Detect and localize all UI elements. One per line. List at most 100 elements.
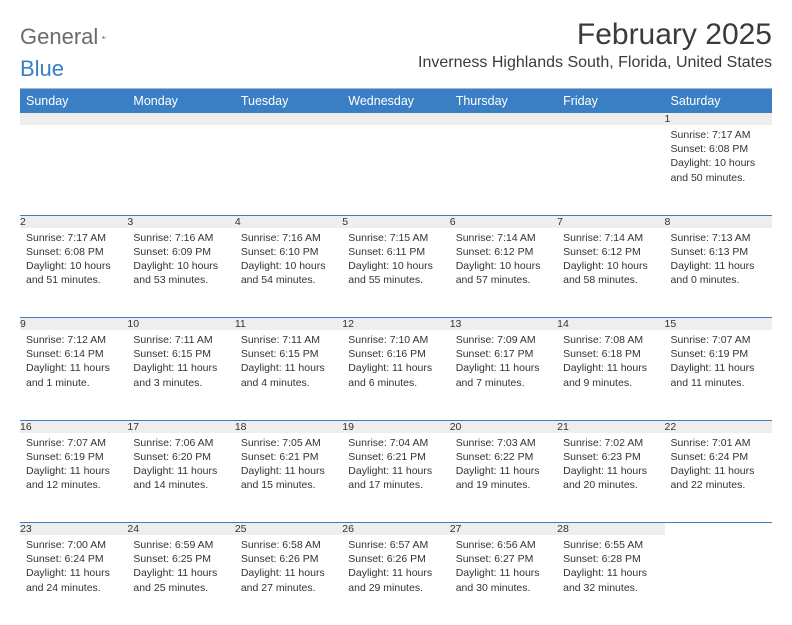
day-content: Sunrise: 7:06 AMSunset: 6:20 PMDaylight:… [127,433,234,499]
sunset-text: Sunset: 6:26 PM [348,552,443,566]
sail-icon [102,28,106,46]
sunrise-text: Sunrise: 7:04 AM [348,436,443,450]
daylight-text: Daylight: 11 hours and 17 minutes. [348,464,443,492]
sunset-text: Sunset: 6:27 PM [456,552,551,566]
sunset-text: Sunset: 6:09 PM [133,245,228,259]
sunrise-text: Sunrise: 7:01 AM [671,436,766,450]
day-cell: Sunrise: 7:10 AMSunset: 6:16 PMDaylight:… [342,330,449,420]
day-content: Sunrise: 7:14 AMSunset: 6:12 PMDaylight:… [557,228,664,294]
day-number: 22 [665,420,772,433]
day-content: Sunrise: 7:16 AMSunset: 6:09 PMDaylight:… [127,228,234,294]
day-number: 17 [127,420,234,433]
day-content: Sunrise: 6:56 AMSunset: 6:27 PMDaylight:… [450,535,557,601]
daylight-text: Daylight: 11 hours and 20 minutes. [563,464,658,492]
sunrise-text: Sunrise: 6:57 AM [348,538,443,552]
daylight-text: Daylight: 11 hours and 12 minutes. [26,464,121,492]
empty-cell [127,113,234,125]
sunset-text: Sunset: 6:28 PM [563,552,658,566]
sunset-text: Sunset: 6:19 PM [671,347,766,361]
daylight-text: Daylight: 11 hours and 30 minutes. [456,566,551,594]
calendar-table: SundayMondayTuesdayWednesdayThursdayFrid… [20,89,772,625]
day-number: 10 [127,318,234,331]
day-content: Sunrise: 6:57 AMSunset: 6:26 PMDaylight:… [342,535,449,601]
day-header: Tuesday [235,89,342,113]
calendar-page: General February 2025 Inverness Highland… [0,0,792,625]
daylight-text: Daylight: 10 hours and 51 minutes. [26,259,121,287]
sunrise-text: Sunrise: 7:02 AM [563,436,658,450]
sunset-text: Sunset: 6:19 PM [26,450,121,464]
day-number: 2 [20,215,127,228]
week-number-row: 9101112131415 [20,318,772,331]
daylight-text: Daylight: 10 hours and 57 minutes. [456,259,551,287]
day-number: 13 [450,318,557,331]
day-content: Sunrise: 7:14 AMSunset: 6:12 PMDaylight:… [450,228,557,294]
day-content: Sunrise: 7:10 AMSunset: 6:16 PMDaylight:… [342,330,449,396]
sunrise-text: Sunrise: 7:06 AM [133,436,228,450]
day-number: 15 [665,318,772,331]
day-cell: Sunrise: 7:16 AMSunset: 6:10 PMDaylight:… [235,228,342,318]
day-cell: Sunrise: 7:04 AMSunset: 6:21 PMDaylight:… [342,433,449,523]
day-cell: Sunrise: 7:16 AMSunset: 6:09 PMDaylight:… [127,228,234,318]
week-content-row: Sunrise: 7:07 AMSunset: 6:19 PMDaylight:… [20,433,772,523]
day-cell: Sunrise: 7:08 AMSunset: 6:18 PMDaylight:… [557,330,664,420]
sunset-text: Sunset: 6:12 PM [456,245,551,259]
sunset-text: Sunset: 6:15 PM [241,347,336,361]
sunrise-text: Sunrise: 7:14 AM [563,231,658,245]
day-content: Sunrise: 7:05 AMSunset: 6:21 PMDaylight:… [235,433,342,499]
day-cell: Sunrise: 7:13 AMSunset: 6:13 PMDaylight:… [665,228,772,318]
day-header: Friday [557,89,664,113]
sunset-text: Sunset: 6:18 PM [563,347,658,361]
sunrise-text: Sunrise: 7:17 AM [671,128,766,142]
sunrise-text: Sunrise: 7:11 AM [133,333,228,347]
daylight-text: Daylight: 11 hours and 6 minutes. [348,361,443,389]
day-cell: Sunrise: 7:17 AMSunset: 6:08 PMDaylight:… [20,228,127,318]
daylight-text: Daylight: 10 hours and 55 minutes. [348,259,443,287]
day-cell: Sunrise: 7:14 AMSunset: 6:12 PMDaylight:… [557,228,664,318]
day-content: Sunrise: 7:12 AMSunset: 6:14 PMDaylight:… [20,330,127,396]
day-cell [450,125,557,215]
sunset-text: Sunset: 6:08 PM [26,245,121,259]
day-number: 6 [450,215,557,228]
sunset-text: Sunset: 6:21 PM [348,450,443,464]
day-number: 18 [235,420,342,433]
sunset-text: Sunset: 6:12 PM [563,245,658,259]
week-content-row: Sunrise: 7:17 AMSunset: 6:08 PMDaylight:… [20,228,772,318]
day-number: 7 [557,215,664,228]
week-content-row: Sunrise: 7:12 AMSunset: 6:14 PMDaylight:… [20,330,772,420]
month-title: February 2025 [418,18,772,52]
day-content: Sunrise: 7:09 AMSunset: 6:17 PMDaylight:… [450,330,557,396]
brand-part2: Blue [20,56,64,82]
day-content: Sunrise: 7:11 AMSunset: 6:15 PMDaylight:… [235,330,342,396]
day-content: Sunrise: 7:07 AMSunset: 6:19 PMDaylight:… [20,433,127,499]
day-header: Monday [127,89,234,113]
day-number: 12 [342,318,449,331]
sunrise-text: Sunrise: 6:58 AM [241,538,336,552]
sunset-text: Sunset: 6:26 PM [241,552,336,566]
day-cell: Sunrise: 7:07 AMSunset: 6:19 PMDaylight:… [20,433,127,523]
week-number-row: 2345678 [20,215,772,228]
day-cell: Sunrise: 7:03 AMSunset: 6:22 PMDaylight:… [450,433,557,523]
daylight-text: Daylight: 11 hours and 0 minutes. [671,259,766,287]
sunrise-text: Sunrise: 7:00 AM [26,538,121,552]
day-cell: Sunrise: 7:01 AMSunset: 6:24 PMDaylight:… [665,433,772,523]
daylight-text: Daylight: 11 hours and 24 minutes. [26,566,121,594]
empty-cell [342,113,449,125]
day-content: Sunrise: 7:03 AMSunset: 6:22 PMDaylight:… [450,433,557,499]
day-number: 3 [127,215,234,228]
sunrise-text: Sunrise: 7:07 AM [26,436,121,450]
sunrise-text: Sunrise: 7:07 AM [671,333,766,347]
sunrise-text: Sunrise: 7:10 AM [348,333,443,347]
location-text: Inverness Highlands South, Florida, Unit… [418,54,772,72]
sunrise-text: Sunrise: 7:12 AM [26,333,121,347]
day-content: Sunrise: 7:07 AMSunset: 6:19 PMDaylight:… [665,330,772,396]
week-number-row: 1 [20,113,772,125]
day-number: 8 [665,215,772,228]
empty-cell [450,113,557,125]
daylight-text: Daylight: 11 hours and 7 minutes. [456,361,551,389]
sunrise-text: Sunrise: 6:56 AM [456,538,551,552]
daylight-text: Daylight: 11 hours and 19 minutes. [456,464,551,492]
sunset-text: Sunset: 6:17 PM [456,347,551,361]
day-number: 25 [235,523,342,536]
daylight-text: Daylight: 11 hours and 27 minutes. [241,566,336,594]
sunrise-text: Sunrise: 6:55 AM [563,538,658,552]
